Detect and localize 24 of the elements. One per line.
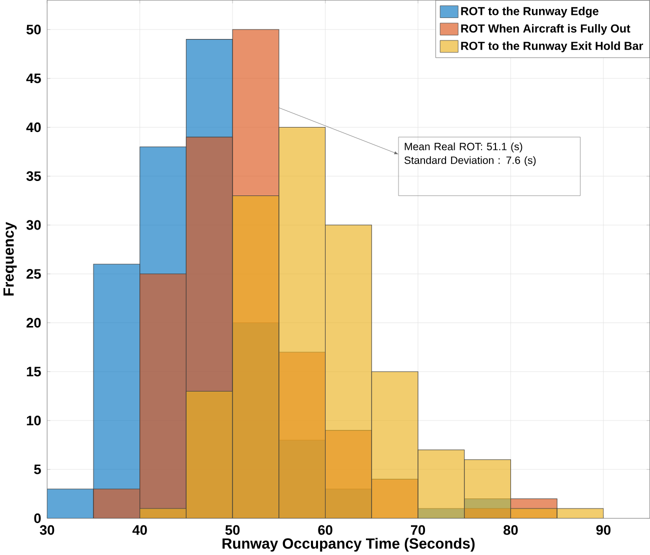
legend-label: ROT When Aircraft is Fully Out	[461, 24, 630, 35]
y-tick-label: 45	[26, 74, 41, 84]
x-tick-label: 90	[596, 525, 610, 535]
y-tick-label: 15	[26, 366, 41, 376]
y-tick-label: 5	[34, 464, 41, 474]
x-tick-label: 60	[318, 525, 332, 535]
y-tick-label: 0	[34, 513, 41, 524]
y-tick-label: 35	[26, 171, 41, 181]
x-tick-label: 70	[410, 525, 426, 535]
x-axis-title: Runway Occupancy Time (Seconds)	[222, 538, 475, 552]
y-tick-label: 30	[26, 220, 41, 230]
x-tick-label: 50	[225, 525, 240, 535]
y-tick-label: 10	[26, 416, 41, 426]
legend-label: ROT to the Runway Edge	[461, 6, 598, 18]
x-tick-label: 40	[132, 525, 147, 535]
y-tick-label: 20	[26, 318, 41, 328]
y-tick-label: 50	[26, 24, 41, 34]
annotation: Mean Real ROT: 51.1 (s)	[404, 142, 522, 152]
annotation: Standard Deviation : 7.6 (s)	[404, 156, 536, 166]
legend-label: ROT to the Runway Exit Hold Bar	[461, 41, 644, 52]
y-tick-label: 40	[26, 122, 41, 132]
y-tick-label: 25	[26, 268, 41, 279]
x-tick-label: 80	[504, 525, 518, 535]
y-axis-title: Frequency	[4, 222, 17, 296]
